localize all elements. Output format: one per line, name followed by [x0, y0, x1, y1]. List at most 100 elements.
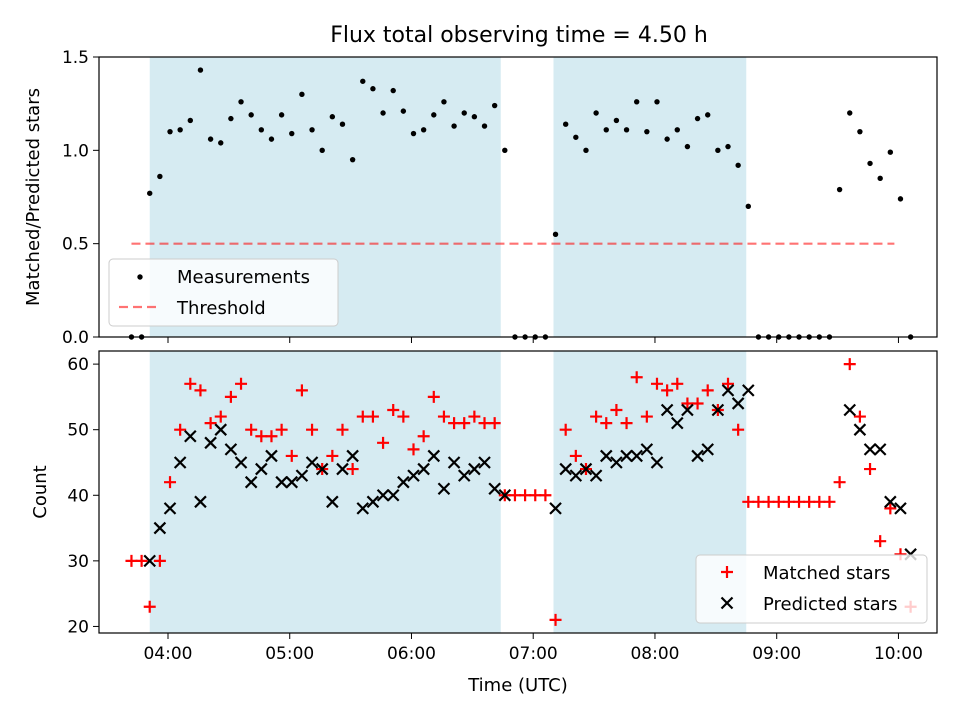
predicted-star-marker [549, 502, 562, 515]
predicted-star-marker [569, 469, 583, 482]
predicted-star-marker [630, 449, 643, 463]
predicted-star-marker [173, 456, 187, 469]
measurement-point [309, 127, 315, 133]
measurement-point [735, 162, 741, 168]
y-tick-label: 20 [67, 617, 89, 637]
predicted-star-marker [275, 475, 288, 489]
measurement-point [613, 117, 620, 124]
legend-label: Measurements [177, 267, 310, 288]
predicted-star-marker [305, 456, 319, 469]
predicted-star-marker [457, 469, 471, 482]
matched-star-marker [255, 430, 268, 443]
predicted-star-marker [498, 489, 512, 502]
legend-matched-swatch [721, 566, 733, 578]
predicted-star-marker [488, 482, 501, 495]
matched-star-marker [346, 463, 359, 476]
matched-star-marker [204, 417, 217, 430]
figure-title: Flux total observing time = 4.50 h [330, 23, 708, 48]
x-axis-label: Time (UTC) [467, 675, 568, 696]
x-tick-label: 07:00 [509, 644, 558, 664]
measurement-point [654, 99, 660, 105]
predicted-star-marker [265, 449, 278, 463]
matched-star-marker [569, 449, 582, 462]
predicted-star-marker [884, 495, 897, 509]
legend-label: Matched stars [763, 563, 890, 584]
legend-box [695, 554, 928, 624]
measurement-point [207, 136, 214, 142]
predicted-star-marker [721, 384, 735, 397]
x-tick-label: 10:00 [874, 644, 923, 664]
measurement-point [451, 123, 457, 129]
predicted-star-marker [336, 462, 349, 476]
matched-star-marker [864, 463, 877, 476]
matched-star-marker [793, 495, 806, 508]
measurement-point [725, 143, 731, 150]
measurement-point [187, 117, 194, 124]
matched-star-marker [691, 397, 704, 410]
matched-star-marker [671, 377, 684, 390]
predicted-star-marker [681, 403, 694, 417]
measurement-point [461, 110, 467, 116]
predicted-star-marker [244, 475, 258, 489]
predicted-star-marker [731, 397, 745, 410]
predicted-star-marker [853, 423, 867, 436]
matched-star-marker [559, 423, 572, 436]
matched-star-marker [833, 476, 846, 489]
matched-star-marker [143, 600, 156, 613]
matched-star-marker [135, 554, 148, 567]
measurement-point [400, 108, 407, 114]
predicted-star-marker [285, 475, 299, 489]
y-tick-label: 30 [67, 552, 89, 572]
predicted-star-marker [468, 462, 481, 476]
legend-predicted-swatch [720, 596, 734, 610]
measurement-point [867, 160, 873, 167]
top-plot-frame [98, 56, 938, 338]
predicted-star-marker [559, 462, 572, 476]
bottom-legend: Matched stars Predicted stars [695, 554, 928, 624]
matched-star-marker [600, 417, 613, 430]
matched-star-marker [326, 449, 339, 462]
predicted-star-marker [427, 449, 441, 463]
matched-star-marker [366, 410, 379, 423]
measurement-point [562, 121, 569, 127]
predicted-star-marker [326, 495, 339, 509]
x-tick-label: 06:00 [387, 644, 436, 664]
measurement-point [745, 203, 751, 210]
predicted-star-marker [660, 403, 674, 417]
measurement-point [674, 127, 680, 133]
y-tick-label: 0.5 [62, 235, 89, 255]
top-x-ticks [167, 337, 899, 343]
measurement-point [197, 67, 204, 73]
predicted-star-marker [295, 469, 309, 482]
predicted-star-marker [701, 443, 714, 456]
matched-star-marker [295, 384, 308, 397]
matched-star-marker [681, 397, 694, 410]
matched-star-marker [164, 476, 177, 489]
measurement-point [299, 91, 305, 98]
measurement-point [268, 136, 275, 142]
measurement-point [623, 127, 630, 133]
measurement-point [857, 128, 863, 135]
predicted-star-marker [640, 443, 654, 456]
measurement-point [218, 140, 224, 146]
predicted-star-marker [620, 449, 633, 463]
x-tick-label: 08:00 [630, 644, 679, 664]
matched-star-marker [448, 417, 461, 430]
measurement-point [289, 130, 295, 137]
matched-star-marker [356, 410, 369, 423]
matched-star-marker [437, 410, 450, 423]
measurement-point [471, 114, 478, 120]
y-tick-label: 1.5 [62, 48, 89, 68]
matched-star-marker [397, 410, 410, 423]
matched-star-marker [125, 554, 138, 567]
bottom-predicted-markers [143, 384, 917, 568]
matched-star-marker [275, 423, 288, 436]
measurement-point [431, 112, 437, 118]
x-tick-label: 09:00 [752, 644, 801, 664]
measurement-point [157, 173, 163, 180]
predicted-star-marker [447, 456, 461, 469]
measurement-point [877, 175, 883, 182]
matched-star-marker [722, 377, 735, 390]
matched-star-marker [640, 410, 653, 423]
matched-star-marker [610, 404, 623, 417]
